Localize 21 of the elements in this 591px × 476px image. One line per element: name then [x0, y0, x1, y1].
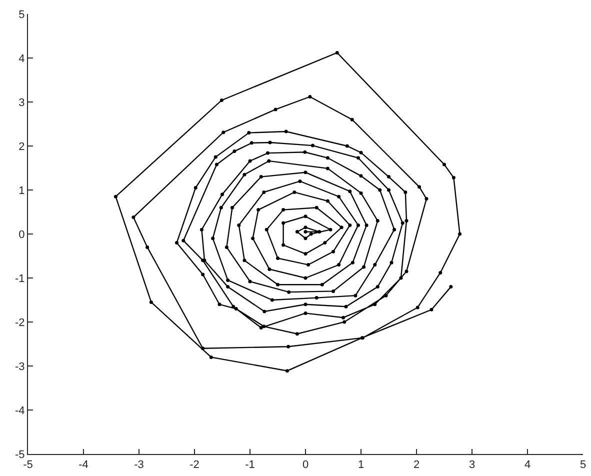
y-tick-label: -5 [15, 448, 25, 461]
y-tick-label: 0 [18, 228, 25, 241]
x-tick-label: -1 [245, 459, 255, 472]
x-tick-label: 3 [468, 459, 476, 472]
y-tick-label: -2 [15, 316, 25, 329]
x-tick-label: 2 [413, 459, 420, 472]
y-tick-label: -4 [15, 404, 25, 417]
x-tick-label: -3 [134, 459, 144, 472]
y-tick-label: 1 [18, 184, 25, 197]
y-tick-label: -3 [15, 360, 25, 373]
y-tick-label: 2 [18, 140, 25, 153]
y-tick-label: 4 [18, 52, 25, 65]
x-tick-label: 1 [358, 459, 364, 472]
x-tick-label: 5 [580, 459, 586, 472]
y-tick-label: -1 [15, 272, 25, 285]
y-tick-label: 3 [18, 96, 25, 109]
x-tick-label: 4 [524, 459, 531, 472]
x-tick-label: -2 [190, 459, 200, 472]
y-tick-label: 5 [18, 8, 25, 21]
x-tick-label: 0 [302, 459, 309, 472]
x-tick-label: -4 [78, 459, 88, 472]
